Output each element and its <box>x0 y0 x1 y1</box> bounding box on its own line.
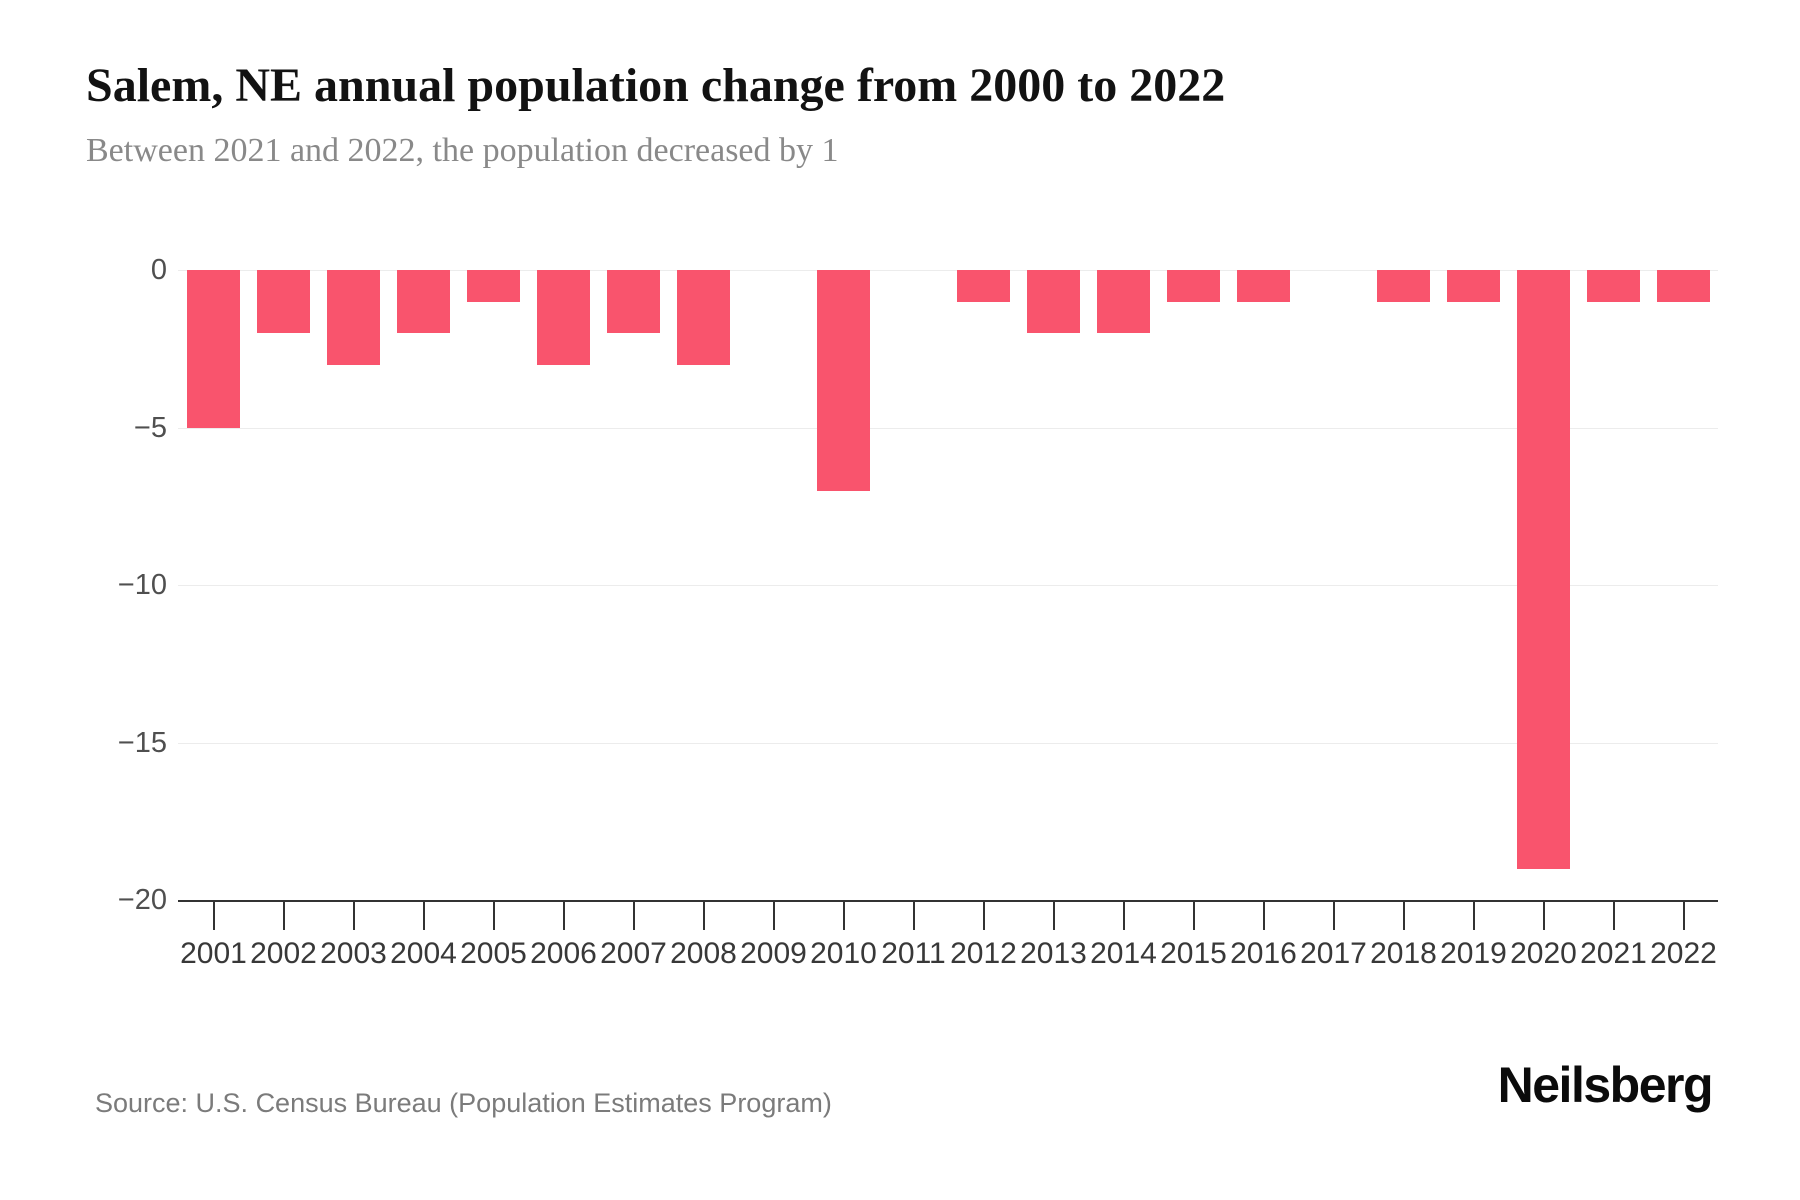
x-axis-label-2014: 2014 <box>1090 937 1157 970</box>
gridline <box>178 427 1718 429</box>
x-axis-tick <box>842 900 845 930</box>
x-axis-tick <box>492 900 495 930</box>
bar-2019[interactable] <box>1447 270 1500 302</box>
x-axis-tick <box>562 900 565 930</box>
bar-2002[interactable] <box>257 270 310 333</box>
y-axis-label: −5 <box>133 411 167 444</box>
x-axis-tick <box>1612 900 1615 930</box>
x-axis-tick <box>1122 900 1125 930</box>
bar-2003[interactable] <box>327 270 380 365</box>
x-axis-tick <box>282 900 285 930</box>
x-axis-tick <box>1262 900 1265 930</box>
gridline <box>178 270 1718 271</box>
x-axis-label-2018: 2018 <box>1370 937 1437 970</box>
source-note: Source: U.S. Census Bureau (Population E… <box>95 1088 832 1118</box>
x-axis-label-2022: 2022 <box>1650 937 1717 970</box>
bar-2001[interactable] <box>187 270 240 428</box>
x-axis-label-2017: 2017 <box>1300 937 1367 970</box>
y-axis-label: −15 <box>117 726 167 759</box>
x-axis-label-2008: 2008 <box>670 937 737 970</box>
x-axis-label-2002: 2002 <box>250 937 317 970</box>
bar-2021[interactable] <box>1587 270 1640 302</box>
x-axis-label-2003: 2003 <box>320 937 387 970</box>
bar-2022[interactable] <box>1657 270 1710 302</box>
y-axis-label: −10 <box>117 569 167 601</box>
y-axis-label: 0 <box>150 254 167 286</box>
brand-logo[interactable]: Neilsberg <box>1497 1057 1714 1113</box>
x-axis-tick <box>772 900 775 930</box>
x-axis-label-2009: 2009 <box>740 937 807 970</box>
x-axis-tick <box>632 900 635 930</box>
bar-2018[interactable] <box>1377 270 1430 302</box>
bar-2016[interactable] <box>1237 270 1290 302</box>
gridline <box>178 585 1718 586</box>
bar-2015[interactable] <box>1167 270 1220 302</box>
x-axis-tick <box>1052 900 1055 930</box>
bar-2014[interactable] <box>1097 270 1150 333</box>
bar-2013[interactable] <box>1027 270 1080 333</box>
x-axis-tick <box>912 900 915 930</box>
x-axis-label-2005: 2005 <box>460 937 527 970</box>
bar-2008[interactable] <box>677 270 730 365</box>
x-axis-tick <box>1472 900 1475 930</box>
page-title: Salem, NE annual population change from … <box>86 59 1226 112</box>
x-axis-label-2010: 2010 <box>810 937 877 970</box>
x-axis-tick <box>422 900 425 930</box>
bar-2007[interactable] <box>607 270 660 333</box>
x-axis-tick <box>1402 900 1405 930</box>
x-axis-label-2019: 2019 <box>1440 937 1507 970</box>
x-axis-tick <box>1332 900 1335 930</box>
x-axis-label-2021: 2021 <box>1580 937 1647 970</box>
bar-2006[interactable] <box>537 270 590 365</box>
gridline <box>178 742 1718 744</box>
bar-2020[interactable] <box>1517 270 1570 869</box>
x-axis-label-2011: 2011 <box>881 937 946 970</box>
bar-2004[interactable] <box>397 270 450 333</box>
x-axis-tick <box>702 900 705 930</box>
x-axis-label-2016: 2016 <box>1230 937 1297 970</box>
x-axis-label-2007: 2007 <box>600 937 667 970</box>
x-axis-label-2004: 2004 <box>390 937 457 970</box>
x-axis-tick <box>982 900 985 930</box>
x-axis-label-2006: 2006 <box>530 937 597 970</box>
x-axis-tick <box>1682 900 1685 930</box>
x-axis-label-2015: 2015 <box>1160 937 1227 970</box>
bar-2010[interactable] <box>817 270 870 491</box>
x-axis-tick <box>352 900 355 930</box>
y-axis-label: −20 <box>117 884 167 916</box>
x-axis-tick <box>1192 900 1195 930</box>
bar-2005[interactable] <box>467 270 520 302</box>
x-axis-tick <box>212 900 215 930</box>
plot-area <box>178 270 1718 902</box>
x-axis-label-2020: 2020 <box>1510 937 1577 970</box>
bar-2012[interactable] <box>957 270 1010 302</box>
x-axis-label-2001: 2001 <box>180 937 247 970</box>
page-subtitle: Between 2021 and 2022, the population de… <box>86 132 839 169</box>
x-axis-label-2012: 2012 <box>950 937 1017 970</box>
x-axis-tick <box>1542 900 1545 930</box>
x-axis-label-2013: 2013 <box>1020 937 1087 970</box>
